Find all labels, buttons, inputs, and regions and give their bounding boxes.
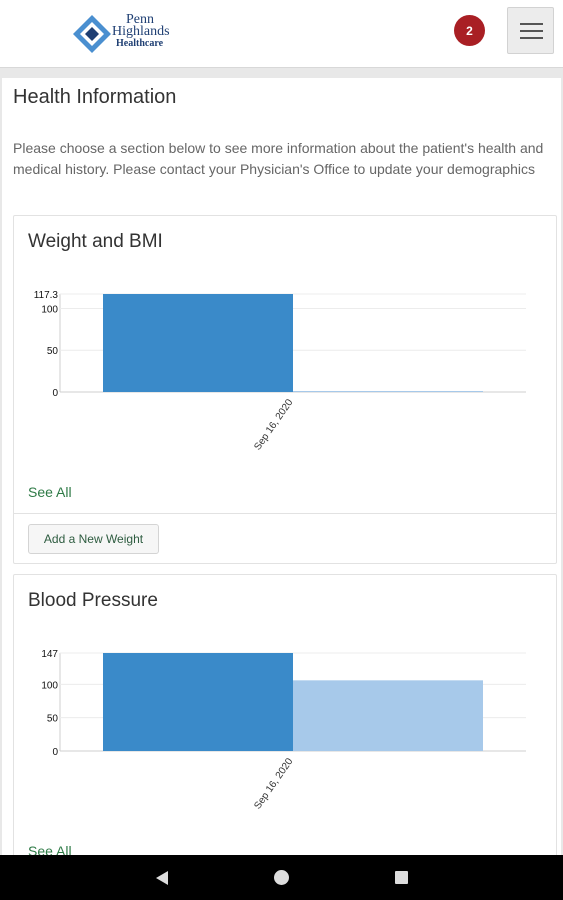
add-new-weight-button[interactable]: Add a New Weight (28, 524, 159, 554)
weight-chart-bar-1 (103, 294, 293, 392)
bp-see-all-link[interactable]: See All (28, 843, 72, 855)
bp-chart-bar-1 (103, 653, 293, 751)
weight-card-title: Weight and BMI (28, 231, 163, 252)
menu-button[interactable] (507, 7, 554, 54)
bp-chart-bar-2 (293, 680, 483, 751)
bp-chart-x-label: Sep 16, 2020 (252, 756, 295, 811)
weight-chart-ticks: 117.3 100 50 0 (34, 290, 59, 399)
bp-chart-tick-label: 147 (41, 649, 58, 660)
weight-bmi-card: Weight and BMI 117.3 100 50 0 Sep 16, 2020 … (13, 215, 557, 564)
weight-chart-tick-label: 50 (47, 346, 59, 357)
weight-chart-x-label: Sep 16, 2020 (252, 397, 295, 452)
header-shadow-strip (0, 68, 563, 78)
notification-badge[interactable]: 2 (454, 15, 485, 46)
logo-wordmark: Penn Highlands Healthcare (112, 12, 182, 50)
back-triangle-icon[interactable] (155, 870, 169, 886)
weight-chart-bar-2 (293, 391, 483, 392)
bp-chart-ticks: 147 100 50 0 (41, 649, 58, 758)
penn-highlands-logo[interactable]: Penn Highlands Healthcare (72, 12, 182, 56)
main-content: Health Information Please choose a secti… (0, 78, 563, 855)
intro-text: Please choose a section below to see mor… (13, 140, 544, 177)
logo-line-3: Healthcare (116, 38, 164, 49)
home-circle-icon[interactable] (274, 870, 289, 885)
recent-square-icon[interactable] (395, 871, 408, 884)
bp-chart-tick-label: 100 (41, 680, 58, 691)
bp-card-title: Blood Pressure (28, 590, 158, 611)
page-title: Health Information (13, 86, 177, 108)
bp-chart-tick-label: 50 (47, 714, 59, 725)
weight-chart-tick-label: 0 (52, 388, 58, 399)
logo-line-1: Penn (126, 12, 154, 27)
weight-see-all-link[interactable]: See All (28, 484, 72, 500)
blood-pressure-card: Blood Pressure 147 100 50 0 Sep 16, 2020 Se… (13, 574, 557, 855)
android-nav-bar (0, 855, 563, 900)
bp-chart: 147 100 50 0 Sep 16, 2020 (41, 649, 526, 811)
logo-line-2: Highlands (112, 24, 170, 39)
weight-chart: 117.3 100 50 0 Sep 16, 2020 (34, 290, 526, 452)
weight-chart-tick-label: 100 (41, 304, 58, 315)
bp-chart-xlabels: Sep 16, 2020 (252, 756, 295, 811)
weight-chart-tick-label: 117.3 (34, 290, 59, 301)
app-header: Penn Highlands Healthcare 2 (0, 0, 563, 68)
bp-chart-bars (103, 653, 483, 751)
hamburger-icon-middle (520, 30, 543, 32)
hamburger-icon-bottom (520, 37, 543, 39)
logo-diamond-icon (73, 15, 111, 53)
hamburger-icon (520, 23, 543, 25)
bp-chart-tick-label: 0 (52, 747, 58, 758)
weight-chart-xlabels: Sep 16, 2020 (252, 397, 295, 452)
weight-card-divider (14, 513, 556, 514)
weight-chart-bars (103, 294, 483, 392)
